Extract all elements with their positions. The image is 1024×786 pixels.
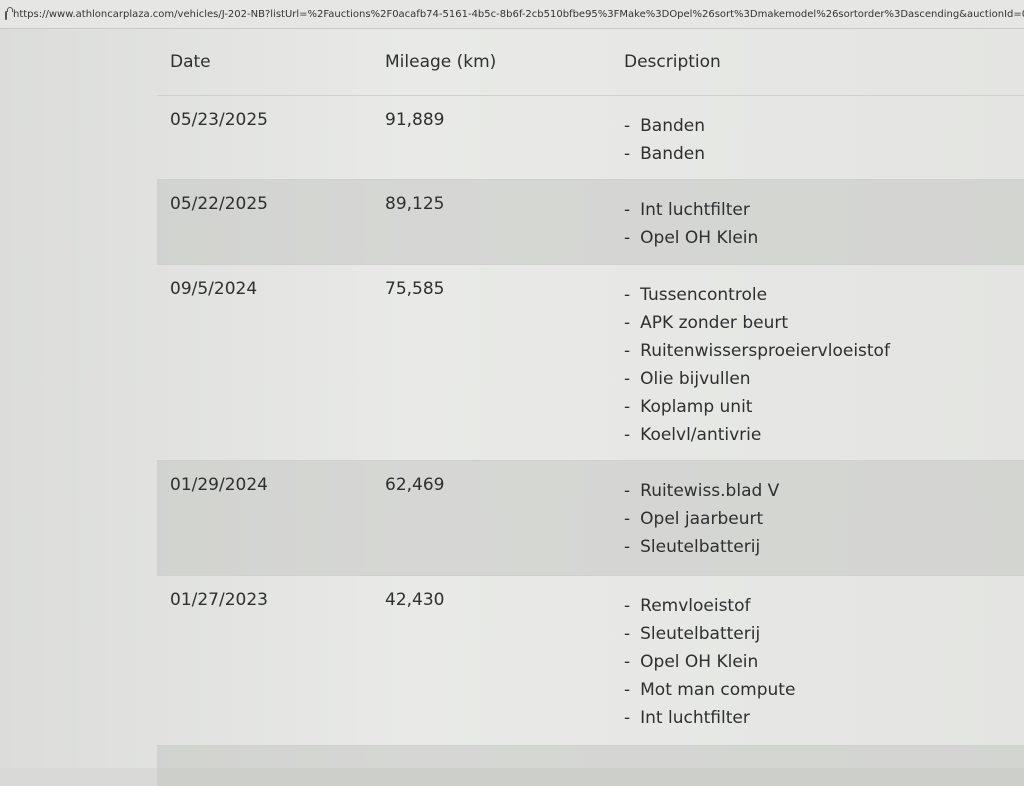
row-mileage: 75,585 <box>385 279 445 299</box>
description-item: Remvloeistof <box>624 592 795 620</box>
table-row: 09/5/2024 75,585 TussencontroleAPK zonder … <box>157 264 1024 460</box>
description-item: Olie bijvullen <box>624 365 890 393</box>
description-item: Koplamp unit <box>624 393 890 421</box>
header-description[interactable]: Description <box>624 52 721 72</box>
description-item: Int luchtfilter <box>624 196 758 224</box>
description-item: Opel OH Klein <box>624 224 758 252</box>
row-mileage: 89,125 <box>385 194 445 214</box>
row-mileage: 91,889 <box>385 110 445 130</box>
description-item: Int luchtfilter <box>624 704 795 732</box>
address-bar[interactable]: https://www.athloncarplaza.com/vehicles/… <box>0 0 1024 29</box>
description-item: Sleutelbatterij <box>624 533 779 561</box>
table-header: Date Mileage (km) Description <box>157 29 1024 95</box>
row-description: Int luchtfilterOpel OH Klein <box>624 196 758 252</box>
row-mileage: 62,469 <box>385 475 445 495</box>
table-row-partial <box>157 745 1024 786</box>
row-description: RemvloeistofSleutelbatterijOpel OH Klein… <box>624 592 795 732</box>
description-item: Opel OH Klein <box>624 648 795 676</box>
description-item: Tussencontrole <box>624 281 890 309</box>
row-mileage: 42,430 <box>385 590 445 610</box>
table-row: 01/29/2024 62,469 Ruitewiss.blad VOpel jaa… <box>157 460 1024 575</box>
description-item: APK zonder beurt <box>624 309 890 337</box>
description-item: Banden <box>624 112 705 140</box>
page-content: Date Mileage (km) Description 05/23/2025… <box>0 29 1024 786</box>
row-date: 01/29/2024 <box>170 475 268 495</box>
url-text[interactable]: https://www.athloncarplaza.com/vehicles/… <box>13 8 1024 20</box>
table-row: 05/23/2025 91,889 BandenBanden <box>157 95 1024 179</box>
table-row: 01/27/2023 42,430 RemvloeistofSleutelbatte… <box>157 575 1024 745</box>
header-date[interactable]: Date <box>170 52 211 72</box>
row-date: 09/5/2024 <box>170 279 258 299</box>
description-item: Opel jaarbeurt <box>624 505 779 533</box>
row-date: 05/22/2025 <box>170 194 268 214</box>
description-item: Ruitewiss.blad V <box>624 477 779 505</box>
header-mileage[interactable]: Mileage (km) <box>385 52 497 72</box>
row-date: 01/27/2023 <box>170 590 268 610</box>
row-description: BandenBanden <box>624 112 705 168</box>
lock-icon <box>5 7 13 20</box>
row-description: TussencontroleAPK zonder beurtRuitenwiss… <box>624 281 890 449</box>
row-date: 05/23/2025 <box>170 110 268 130</box>
description-item: Banden <box>624 140 705 168</box>
description-item: Sleutelbatterij <box>624 620 795 648</box>
table-row: 05/22/2025 89,125 Int luchtfilterOpel OH K… <box>157 179 1024 264</box>
description-item: Koelvl/antivrie <box>624 421 890 449</box>
row-description: Ruitewiss.blad VOpel jaarbeurtSleutelbat… <box>624 477 779 561</box>
maintenance-history-table: Date Mileage (km) Description 05/23/2025… <box>157 29 1024 786</box>
description-item: Mot man compute <box>624 676 795 704</box>
description-item: Ruitenwissersproeiervloeistof <box>624 337 890 365</box>
